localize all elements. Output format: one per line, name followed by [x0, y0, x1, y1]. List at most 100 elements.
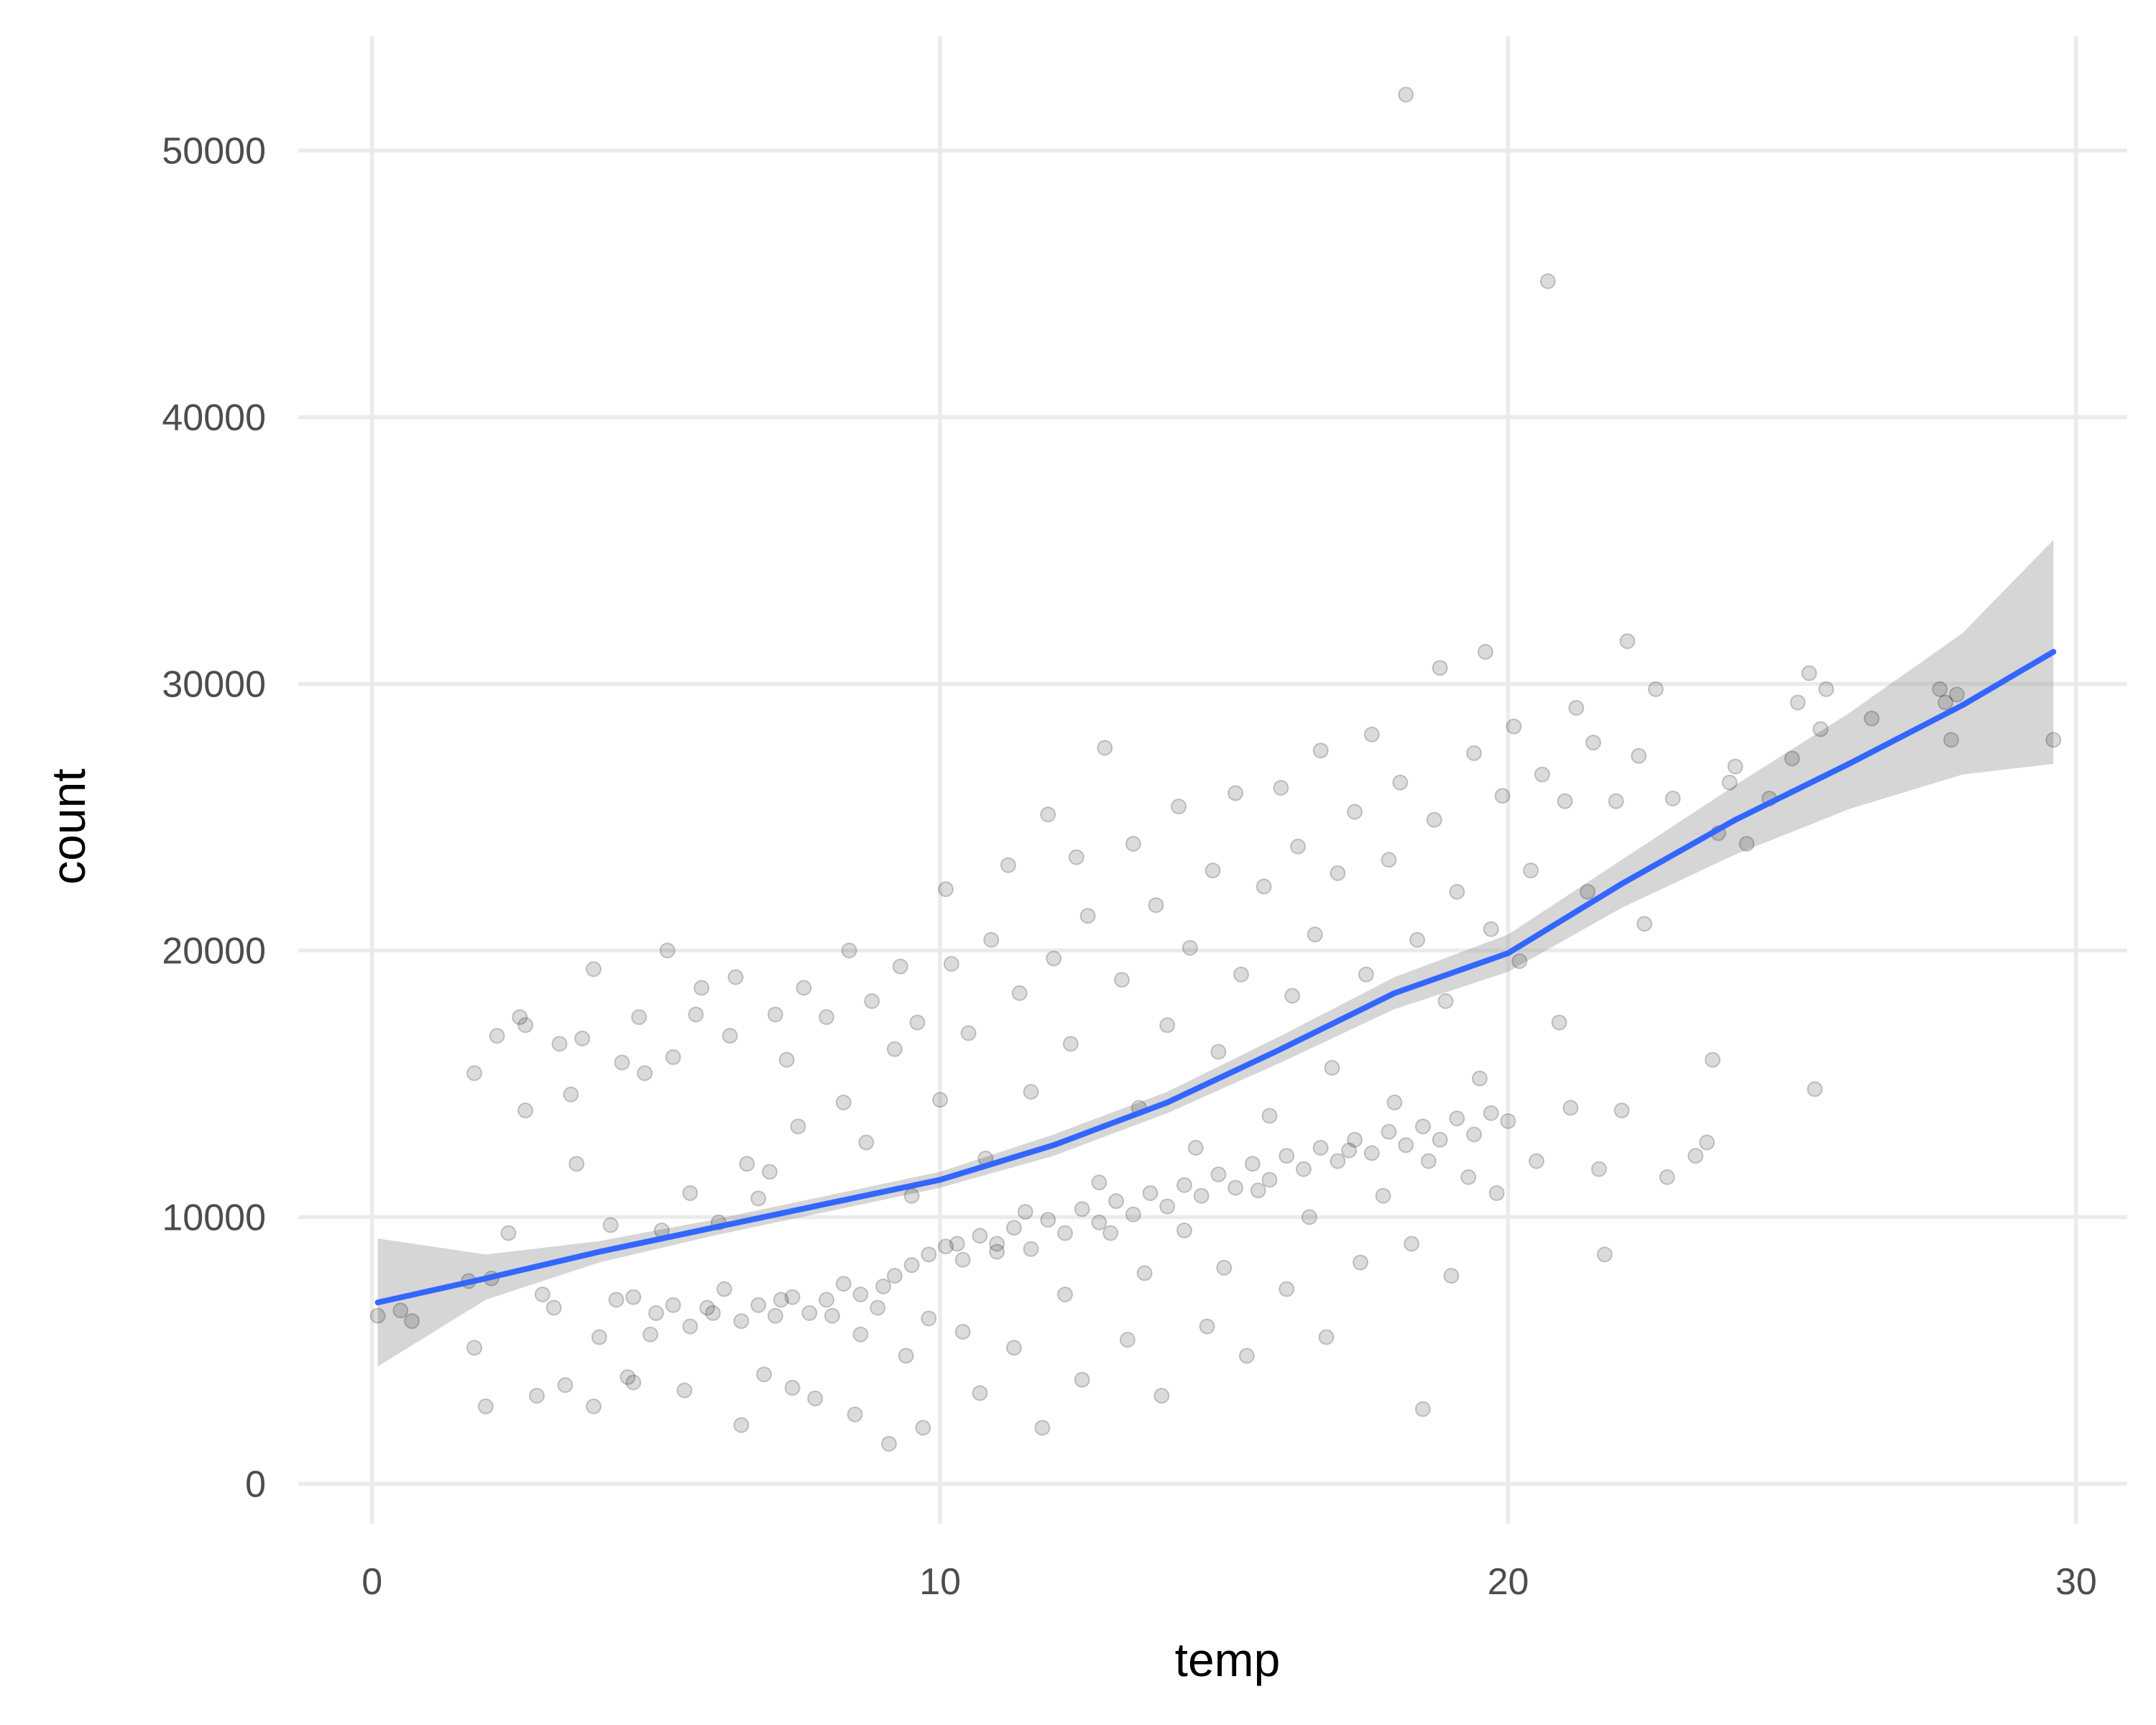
- data-point: [1187, 1139, 1204, 1156]
- data-point: [1432, 660, 1448, 676]
- data-point: [1074, 1371, 1090, 1388]
- data-point: [512, 1009, 528, 1026]
- data-point: [1613, 1103, 1630, 1118]
- data-point: [1523, 862, 1539, 879]
- data-point: [1057, 1286, 1074, 1302]
- data-point: [665, 1049, 681, 1065]
- data-point: [1005, 1220, 1022, 1236]
- data-point: [921, 1246, 937, 1263]
- data-point: [1295, 1161, 1312, 1177]
- data-point: [1250, 1182, 1266, 1199]
- data-point: [1398, 86, 1414, 103]
- data-point: [1409, 932, 1426, 948]
- data-point: [1312, 1139, 1329, 1156]
- data-point: [852, 1286, 869, 1302]
- data-point: [819, 1292, 835, 1308]
- data-point: [796, 980, 812, 996]
- data-point: [756, 1366, 773, 1383]
- data-point: [1557, 793, 1573, 809]
- data-point: [870, 1300, 886, 1316]
- data-point: [1619, 633, 1636, 650]
- y-tick-label: 10000: [162, 1197, 266, 1238]
- data-point: [954, 1251, 971, 1268]
- data-point: [835, 1094, 852, 1110]
- data-point: [528, 1387, 545, 1404]
- data-point: [585, 961, 602, 978]
- data-point: [1079, 908, 1096, 924]
- data-point: [1330, 1153, 1346, 1169]
- y-axis-title: count: [42, 768, 95, 884]
- y-tick-label: 0: [245, 1463, 266, 1505]
- data-point: [915, 1420, 931, 1436]
- data-point: [1347, 804, 1363, 820]
- data-point: [1449, 1110, 1465, 1127]
- data-point: [699, 1300, 716, 1316]
- data-point: [1279, 1281, 1295, 1297]
- data-point: [1125, 1206, 1141, 1223]
- data-point: [960, 1025, 977, 1041]
- data-point: [972, 1385, 988, 1402]
- data-point: [1568, 699, 1585, 716]
- data-point: [954, 1323, 971, 1340]
- data-point: [886, 1041, 903, 1057]
- data-point: [909, 1014, 926, 1031]
- data-point: [790, 1118, 806, 1135]
- data-point: [1062, 1036, 1079, 1052]
- data-point: [864, 993, 880, 1009]
- confidence-band: [377, 540, 2054, 1367]
- data-point: [392, 1302, 409, 1319]
- data-point: [972, 1228, 988, 1244]
- data-point: [1363, 1145, 1380, 1162]
- data-point: [1108, 1193, 1125, 1210]
- data-point: [841, 942, 857, 959]
- smooth-line: [374, 648, 2057, 1306]
- data-point: [1358, 966, 1374, 983]
- data-point: [852, 1326, 869, 1343]
- data-point: [1181, 939, 1198, 956]
- data-point: [517, 1103, 534, 1118]
- x-axis-tick-labels: 0 10 20 30: [361, 1561, 2097, 1603]
- data-point: [1261, 1108, 1278, 1124]
- data-point: [1471, 1070, 1488, 1087]
- data-point: [1460, 1169, 1477, 1185]
- data-point: [1705, 1052, 1721, 1068]
- data-point: [1529, 1153, 1545, 1169]
- data-point: [1176, 1222, 1192, 1238]
- data-point: [1631, 748, 1647, 764]
- data-point: [1812, 721, 1829, 737]
- data-point: [1000, 857, 1016, 873]
- data-point: [602, 1217, 619, 1233]
- data-point: [1721, 774, 1738, 791]
- data-point: [858, 1134, 875, 1151]
- data-point: [659, 942, 676, 959]
- data-point: [619, 1368, 636, 1385]
- data-point: [1414, 1401, 1431, 1417]
- data-point: [1449, 883, 1465, 900]
- data-point: [880, 1435, 897, 1452]
- data-point: [563, 1086, 579, 1103]
- data-point: [898, 1348, 914, 1364]
- data-point: [1437, 993, 1454, 1009]
- data-point: [489, 1028, 505, 1044]
- data-point: [369, 1307, 386, 1324]
- data-point: [1023, 1241, 1039, 1257]
- data-point: [1227, 785, 1244, 801]
- data-point: [949, 1236, 965, 1252]
- data-point: [1074, 1201, 1090, 1218]
- data-point: [642, 1326, 659, 1343]
- data-point: [716, 1281, 732, 1297]
- data-point: [1097, 740, 1113, 756]
- data-point: [1159, 1198, 1176, 1215]
- data-point: [1636, 916, 1653, 932]
- data-point: [1801, 665, 1818, 681]
- data-point: [1034, 1420, 1051, 1436]
- data-point: [1119, 1332, 1135, 1348]
- data-point: [1404, 1236, 1420, 1252]
- data-point: [921, 1310, 937, 1327]
- data-point: [1659, 1169, 1675, 1185]
- data-point: [625, 1374, 642, 1391]
- data-point: [1330, 865, 1346, 881]
- data-point: [608, 1292, 625, 1308]
- x-tick-label: 0: [361, 1561, 382, 1603]
- data-point: [1363, 726, 1380, 742]
